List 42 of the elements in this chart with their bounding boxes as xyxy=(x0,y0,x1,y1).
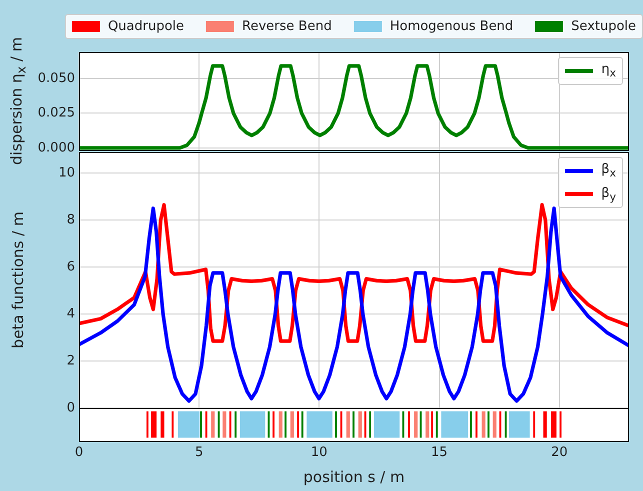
x-tick-label: 5 xyxy=(194,445,204,460)
legend-label: Quadrupole xyxy=(108,19,184,34)
bar xyxy=(426,411,430,438)
bar xyxy=(358,411,362,438)
y-axis-title: beta functions / m xyxy=(9,212,27,348)
x-tick-label: 15 xyxy=(430,445,448,460)
y-tick-label: 6 xyxy=(66,259,75,274)
y-tick-label: 0.050 xyxy=(38,70,75,86)
bar xyxy=(543,411,547,438)
y-tick-label: 8 xyxy=(66,212,75,228)
bar xyxy=(222,411,226,438)
y-tick-label: 0.000 xyxy=(38,140,75,156)
bar xyxy=(240,411,266,438)
bar xyxy=(278,411,282,438)
bar xyxy=(290,411,294,438)
bar xyxy=(441,411,468,438)
y-tick-label: 0 xyxy=(66,400,75,416)
bar xyxy=(160,411,164,438)
y-tick-label: 4 xyxy=(66,306,75,322)
bar xyxy=(508,411,530,438)
legend-label: Homogenous Bend xyxy=(390,19,514,34)
bar xyxy=(151,411,157,438)
x-axis-title: position s / m xyxy=(303,468,405,486)
y-tick-label: 2 xyxy=(66,353,75,368)
y-tick-label: 10 xyxy=(58,166,75,181)
legend-label: β$_{y}$ xyxy=(601,186,616,204)
bar xyxy=(211,411,215,438)
bar xyxy=(178,411,200,438)
bar xyxy=(374,411,400,438)
y-tick-label: 0.025 xyxy=(38,106,75,121)
bar xyxy=(492,411,496,438)
bar xyxy=(346,411,350,438)
bar xyxy=(414,411,418,438)
bar xyxy=(550,411,556,438)
x-tick-label: 20 xyxy=(551,445,568,460)
bar xyxy=(306,411,332,438)
x-tick-label: 10 xyxy=(310,445,328,460)
legend-label: Sextupole xyxy=(571,19,636,34)
legend-label: β$_{x}$ xyxy=(601,162,616,180)
bar xyxy=(482,411,486,438)
legend-label: η$_{x}$ xyxy=(601,62,616,80)
legend-label: Reverse Bend xyxy=(242,19,332,34)
